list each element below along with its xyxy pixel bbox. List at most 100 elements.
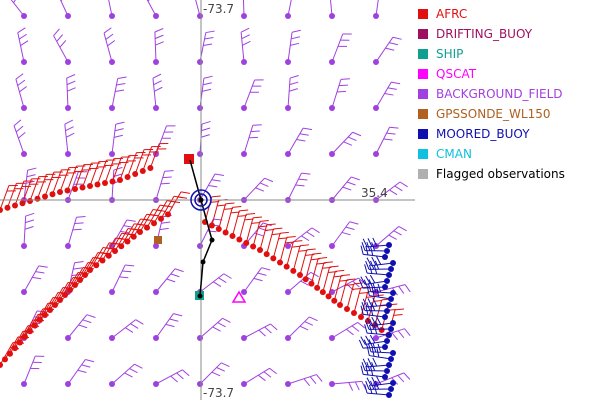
moored-buoy-barb bbox=[360, 365, 388, 380]
moored-buoy-swatch-icon bbox=[418, 129, 428, 139]
legend-item-moored-buoy[interactable]: MOORED_BUOY bbox=[418, 124, 598, 144]
afrc-barb bbox=[250, 219, 269, 250]
afrc-barb bbox=[137, 208, 162, 235]
background-barb bbox=[373, 226, 407, 249]
background-barb bbox=[285, 29, 301, 65]
afrc-barb bbox=[302, 252, 322, 283]
gpssonde-swatch-icon bbox=[418, 109, 428, 119]
moored-buoy-barb bbox=[366, 286, 394, 302]
background-barb bbox=[241, 367, 277, 387]
background-barb bbox=[109, 121, 125, 157]
background-barb bbox=[21, 265, 48, 295]
qscat-swatch-icon bbox=[418, 69, 428, 79]
background-barb bbox=[21, 355, 45, 387]
background-barb bbox=[240, 27, 251, 65]
background-barb bbox=[152, 73, 163, 111]
moored-buoy-barb bbox=[362, 297, 392, 308]
afrc-barb bbox=[351, 286, 370, 316]
background-barb bbox=[241, 0, 247, 19]
background-barb bbox=[65, 216, 86, 249]
afrc-barb bbox=[49, 169, 71, 198]
legend-item-cman[interactable]: CMAN bbox=[418, 144, 598, 164]
moored-buoy-barb bbox=[364, 264, 392, 278]
legend-item-flagged-observations[interactable]: Flagged observations bbox=[418, 164, 598, 184]
afrc-barb bbox=[124, 151, 146, 180]
afrc-barb bbox=[139, 145, 161, 174]
background-barb bbox=[241, 79, 264, 111]
moored-buoy-barb bbox=[366, 376, 396, 387]
moored-buoy-barb bbox=[365, 260, 394, 272]
crosshair-longitude-label-bottom: -73.7 bbox=[203, 386, 234, 400]
moored-buoy-barb bbox=[366, 256, 396, 267]
background-barb bbox=[153, 313, 183, 341]
moored-buoy-barb bbox=[361, 301, 390, 314]
afrc-barb bbox=[87, 160, 108, 189]
moored-buoy-barb bbox=[365, 320, 394, 332]
background-barb bbox=[108, 0, 115, 19]
background-barb bbox=[146, 0, 159, 19]
legend-label: DRIFTING_BUOY bbox=[436, 27, 533, 41]
sonde-track-layer bbox=[189, 159, 215, 299]
background-barb bbox=[109, 363, 143, 387]
moored-buoy-barb bbox=[367, 343, 396, 356]
legend-item-ship[interactable]: SHIP bbox=[418, 44, 598, 64]
legend-item-drifting-buoy[interactable]: DRIFTING_BUOY bbox=[418, 24, 598, 44]
background-barb bbox=[285, 127, 313, 157]
background-barb bbox=[65, 314, 96, 341]
legend-label: AFRC bbox=[436, 7, 468, 21]
legend-item-gpssonde[interactable]: GPSSONDE_WL150 bbox=[418, 104, 598, 124]
background-barb bbox=[329, 33, 352, 65]
background-barb bbox=[373, 36, 402, 65]
target-outer-ring bbox=[190, 189, 212, 211]
moored-buoy-barb bbox=[362, 357, 392, 368]
afrc-barb bbox=[263, 227, 283, 258]
background-barb bbox=[197, 30, 215, 65]
crosshair-longitude-label-top: -73.7 bbox=[203, 2, 234, 16]
background-barb bbox=[10, 0, 27, 19]
moored-buoy-barb bbox=[366, 346, 394, 362]
background-barb bbox=[241, 323, 278, 341]
background-barb bbox=[285, 0, 292, 19]
afrc-barb bbox=[270, 231, 290, 262]
background-barb bbox=[329, 321, 366, 341]
afrc-barb bbox=[94, 159, 116, 188]
background-barb bbox=[285, 227, 320, 249]
background-barb bbox=[53, 28, 71, 65]
afrc-barb bbox=[165, 191, 190, 218]
background-barb bbox=[197, 317, 231, 341]
legend: AFRC DRIFTING_BUOY SHIP QSCAT BACKGROUND… bbox=[418, 4, 598, 184]
background-barb bbox=[241, 124, 262, 157]
moored-buoy-barb bbox=[361, 361, 390, 374]
background-barb bbox=[109, 319, 144, 341]
afrc-barb bbox=[215, 202, 235, 232]
background-barb bbox=[329, 176, 360, 203]
afrc-barb bbox=[283, 240, 303, 270]
legend-label: QSCAT bbox=[436, 67, 477, 81]
moored-buoy-barb bbox=[360, 245, 388, 260]
legend-item-qscat[interactable]: QSCAT bbox=[418, 64, 598, 84]
wind-barb-map[interactable]: -73.7 35.4 -73.7 bbox=[0, 0, 415, 400]
background-barb bbox=[329, 0, 335, 19]
legend-label: MOORED_BUOY bbox=[436, 127, 530, 141]
afrc-barb bbox=[337, 278, 356, 308]
moored-buoy-barb bbox=[366, 316, 396, 327]
background-barb bbox=[329, 380, 367, 391]
background-barb bbox=[373, 0, 379, 19]
afrc-barb bbox=[57, 166, 78, 195]
moored-buoy-barb bbox=[364, 324, 392, 338]
background-barb bbox=[109, 76, 127, 111]
background-field-swatch-icon bbox=[418, 89, 428, 99]
afrc-swatch-icon bbox=[418, 9, 428, 19]
legend-label: BACKGROUND_FIELD bbox=[436, 87, 563, 101]
legend-item-background-field[interactable]: BACKGROUND_FIELD bbox=[418, 84, 598, 104]
afrc-marker-square bbox=[184, 154, 194, 164]
background-barb bbox=[65, 359, 95, 387]
legend-item-afrc[interactable]: AFRC bbox=[418, 4, 598, 24]
afrc-barb bbox=[19, 178, 41, 207]
afrc-barb bbox=[229, 209, 249, 239]
afrc-barb bbox=[147, 142, 169, 171]
moored-buoy-barb bbox=[361, 241, 390, 254]
background-barb bbox=[153, 28, 164, 65]
background-barb bbox=[15, 73, 27, 111]
